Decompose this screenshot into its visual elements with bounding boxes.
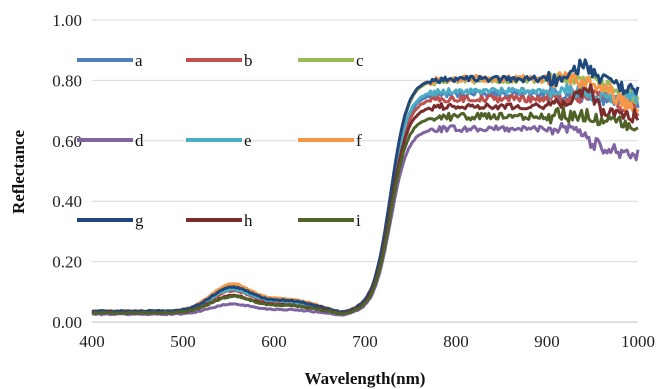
series-line-g [91, 58, 640, 314]
x-tick-label: 600 [261, 332, 287, 351]
x-tick-label: 700 [352, 332, 378, 351]
legend-label: b [244, 51, 253, 70]
legend-item-e: e [186, 131, 252, 150]
legend-item-b: b [186, 51, 253, 70]
y-tick-label: 0.20 [52, 253, 82, 272]
gridlines [92, 19, 638, 263]
legend-item-h: h [186, 211, 253, 230]
series-line-d [91, 121, 640, 317]
legend-item-f: f [298, 131, 362, 150]
legend-label: e [244, 131, 252, 150]
y-tick-label: 0.80 [52, 71, 82, 90]
legend-label: c [356, 51, 364, 70]
legend-item-d: d [77, 131, 144, 150]
y-axis-title: Reflectance [9, 130, 28, 214]
axes: 0.00 0.20 0.40 0.60 0.80 1.00 400 500 600 700 800 9… [52, 11, 655, 351]
legend-label: f [356, 131, 362, 150]
legend-item-a: a [77, 51, 143, 70]
x-tick-label: 800 [443, 332, 469, 351]
x-tick-label: 400 [79, 332, 105, 351]
legend-item-c: c [298, 51, 364, 70]
series-line-e [91, 83, 639, 315]
legend-label: a [135, 51, 143, 70]
y-tick-label: 0.60 [52, 132, 82, 151]
series-line-h [91, 83, 640, 316]
series-line-a [91, 86, 640, 315]
y-tick-label: 1.00 [52, 11, 82, 30]
x-tick-label: 1000 [621, 332, 655, 351]
legend-label: i [356, 211, 361, 230]
legend-label: g [135, 211, 144, 230]
y-tick-label: 0.40 [52, 192, 82, 211]
series-lines [91, 58, 640, 317]
x-tick-label: 500 [170, 332, 196, 351]
y-tick-label: 0.00 [52, 313, 82, 332]
legend-label: d [135, 131, 144, 150]
legend-item-i: i [298, 211, 361, 230]
x-axis-title: Wavelength(nm) [305, 369, 426, 388]
legend-item-g: g [77, 211, 144, 230]
legend: a b c d e f g h i [77, 51, 364, 230]
x-tick-label: 900 [534, 332, 560, 351]
series-line-i [91, 106, 639, 316]
legend-label: h [244, 211, 253, 230]
